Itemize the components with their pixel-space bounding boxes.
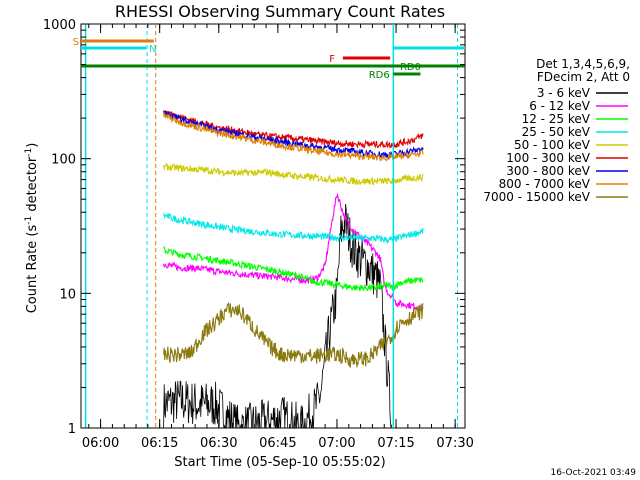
y-axis-label: Count Rate (s-1 detector-1) [24, 143, 40, 314]
x-tick-label: 07:30 [436, 436, 473, 451]
annotation-layer: S N F RD0 RD6 [73, 24, 465, 428]
series-line [163, 302, 424, 369]
flare-label: F [329, 54, 335, 65]
chart-title: RHESSI Observing Summary Count Rates [115, 2, 445, 21]
legend-label: 300 - 800 keV [506, 164, 590, 178]
legend-label: 100 - 300 keV [506, 151, 590, 165]
y-axis-label-sup2: -1 [24, 148, 34, 157]
y-axis-label-mid: detector [25, 156, 40, 216]
x-tick-label: 06:45 [259, 436, 296, 451]
plot-area [80, 23, 466, 429]
series-line [163, 162, 424, 186]
x-tick-label: 07:00 [318, 436, 355, 451]
series-line [163, 109, 424, 160]
series-line [163, 110, 424, 149]
legend-label: 50 - 100 keV [514, 138, 591, 152]
rd0-label: RD0 [400, 62, 421, 73]
x-tick-label: 07:15 [377, 436, 414, 451]
series-line [163, 192, 424, 312]
y-axis-label-sup1: -1 [24, 216, 34, 225]
timestamp: 16-Oct-2021 03:49 [551, 468, 637, 478]
legend-label: 800 - 7000 keV [499, 177, 591, 191]
y-axis-label-end: ) [25, 143, 40, 148]
x-axis-label: Start Time (05-Sep-10 05:55:02) [174, 455, 385, 470]
series-line [163, 245, 424, 292]
y-tick-label: 10 [59, 287, 76, 302]
legend-label: 3 - 6 keV [537, 86, 591, 100]
axis-layer: 1 10 100 1000 06:00 06:15 06:30 06:45 07:00 07:15… [43, 18, 474, 451]
y-tick-label: 1 [68, 422, 76, 437]
night-label: N [149, 44, 156, 55]
x-tick-label: 06:00 [82, 436, 119, 451]
series-line [163, 203, 393, 430]
x-tick-label: 06:30 [200, 436, 237, 451]
legend-header-line1: Det 1,3,4,5,6,9, [536, 57, 630, 71]
x-tick-label: 06:15 [141, 436, 178, 451]
legend-header-line2: FDecim 2, Att 0 [537, 70, 630, 84]
series-line [163, 212, 424, 244]
series-line [163, 112, 424, 162]
series-layer [163, 109, 424, 430]
legend-label: 25 - 50 keV [522, 125, 591, 139]
y-tick-label: 100 [51, 153, 76, 168]
legend-label: 7000 - 15000 keV [483, 190, 590, 204]
y-tick-label: 1000 [43, 18, 76, 33]
saa-label: S [73, 37, 79, 48]
plot-frame [80, 23, 466, 429]
rd6-label: RD6 [369, 70, 390, 81]
legend-label: 6 - 12 keV [529, 99, 591, 113]
y-axis-label-main: Count Rate (s [25, 225, 40, 314]
legend-label: 12 - 25 keV [522, 112, 591, 126]
